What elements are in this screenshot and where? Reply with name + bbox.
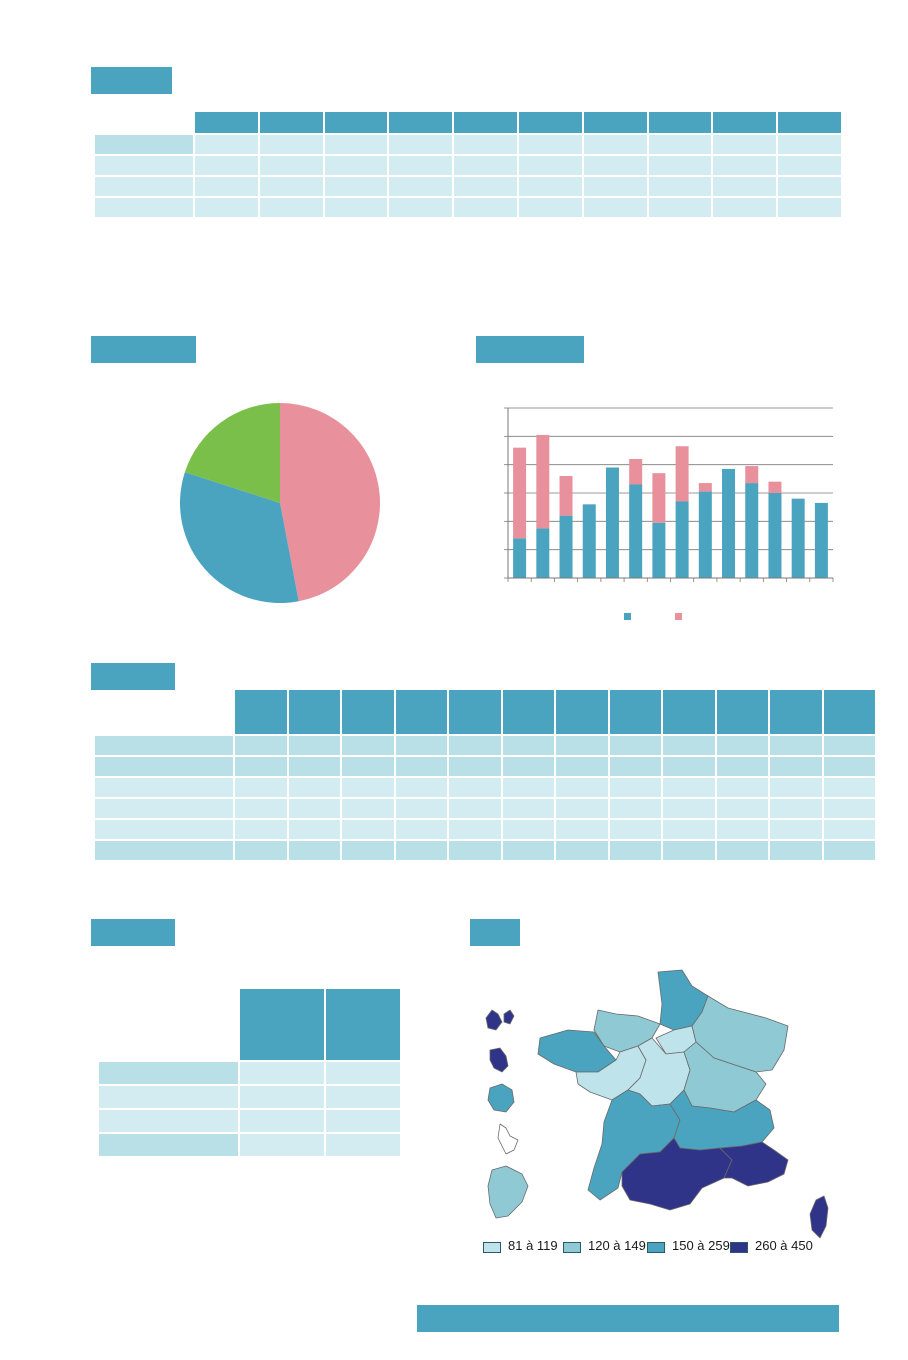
table-1-header [389,112,453,133]
map-guadeloupe [485,1009,515,1031]
table-row [95,736,875,755]
legend-swatch-series-2 [675,613,682,620]
bar-series2-11 [745,466,759,484]
table-1-header [454,112,517,133]
table-1-header [518,112,582,133]
table-row [95,177,841,196]
map-legend-swatch-4 [730,1242,748,1253]
table-1-header [259,112,323,133]
table-3 [97,987,402,1158]
map-section-title-tab [470,919,520,946]
section1-title-tab [91,67,172,94]
table-3-header [326,989,400,1060]
table-1-header [583,112,647,133]
bar-series2-3 [559,476,573,516]
table-row [95,198,841,217]
bar-series1-3 [559,515,573,578]
map-legend-label-3: 150 à 259 [672,1238,730,1253]
pie-slice-2 [180,472,299,603]
map-legend-label-4: 260 à 450 [755,1238,813,1253]
pie-slice-3 [184,403,280,503]
table-2-header [502,690,554,734]
map-legend-label-1: 81 à 119 [508,1238,558,1253]
table-2-header [609,690,661,734]
table-2-header [235,690,287,734]
footer-bar [417,1305,839,1332]
bar-series1-13 [791,498,805,578]
table-row [95,841,875,860]
table-row [99,1134,400,1156]
france-map [485,969,829,1239]
table-1-header [324,112,388,133]
table-2-header [556,690,608,734]
bar-series1-6 [629,484,643,578]
bar-series1-5 [605,467,619,578]
table-2 [93,688,877,862]
bar-series1-14 [814,502,828,578]
bar-series2-7 [652,473,666,523]
bar-series2-6 [629,459,643,485]
table-2-header [770,690,822,734]
map-mayotte [497,1123,519,1155]
map-martinique [489,1047,509,1073]
table-1-corner [95,112,193,133]
bar-series1-12 [768,493,782,578]
map-corse [809,1195,829,1239]
bar-series2-9 [698,483,712,492]
table-1-header [195,112,258,133]
pie-section-title-tab [91,336,196,363]
table-2-header [395,690,447,734]
bar-series2-12 [768,481,782,493]
map-paca [719,1141,789,1187]
map-legend-swatch-1 [483,1242,501,1253]
table-1 [93,110,843,219]
bar-series2-2 [536,434,550,529]
table-row [99,1062,400,1084]
bar-series1-11 [745,483,759,578]
section3-title-tab [91,663,175,690]
table-row [99,1086,400,1108]
table-row [95,156,841,175]
table-2-header [342,690,394,734]
section4-title-tab [91,919,175,946]
bar-series1-4 [582,504,596,578]
table-2-header [288,690,340,734]
bar-series1-9 [698,491,712,578]
bar-series2-1 [513,447,527,539]
bar-series1-8 [675,501,689,578]
pie-slice-1 [280,403,381,602]
bar-series1-7 [652,522,666,578]
table-2-header [823,690,875,734]
table-row [95,135,841,154]
bar-chart [504,407,834,620]
table-3-header [240,989,324,1060]
table-row [95,820,875,839]
bar-series1-1 [513,538,527,578]
pie-chart [180,403,381,603]
table-2-header [716,690,768,734]
table-2-corner [95,690,233,734]
map-occitanie [621,1137,733,1211]
bar-series2-8 [675,446,689,502]
bar-series1-2 [536,528,550,578]
map-legend-swatch-2 [563,1242,581,1253]
table-3-corner [99,989,238,1060]
table-1-header [713,112,777,133]
table-2-header [663,690,715,734]
map-legend-label-2: 120 à 149 [588,1238,646,1253]
bar-section-title-tab [476,336,584,363]
table-1-header [778,112,841,133]
table-row [95,799,875,818]
table-row [95,778,875,797]
table-1-header [648,112,712,133]
map-guyane [487,1165,529,1219]
bar-series1-10 [722,468,736,578]
legend-swatch-series-1 [624,613,631,620]
table-2-header [449,690,501,734]
map-reunion [487,1083,515,1113]
table-row [95,757,875,776]
table-row [99,1110,400,1132]
map-legend-swatch-3 [647,1242,665,1253]
